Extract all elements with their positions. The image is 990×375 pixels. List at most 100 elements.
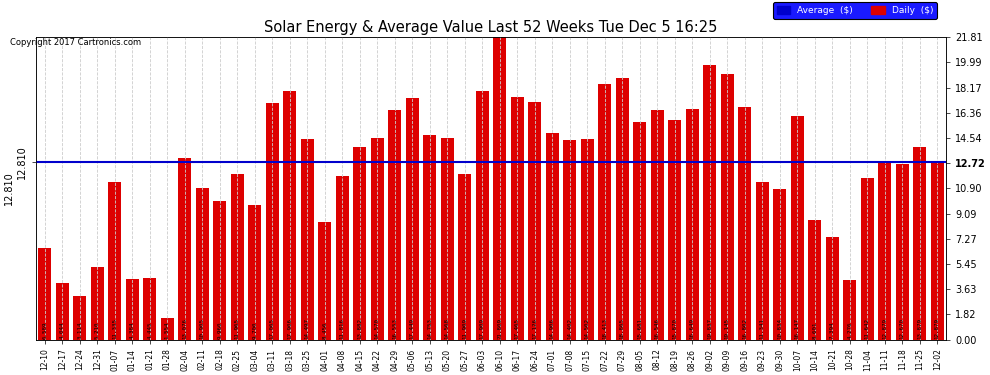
Bar [73,296,86,339]
Bar [931,161,943,339]
Text: 9.960: 9.960 [217,321,222,339]
Text: 10.834: 10.834 [777,318,782,339]
Bar [336,176,348,339]
Text: 8.601: 8.601 [812,321,818,339]
Text: 16.147: 16.147 [795,318,800,339]
Bar [598,84,612,339]
Text: 11.642: 11.642 [865,318,870,339]
Bar [808,220,822,339]
Bar [126,279,139,339]
Text: Copyright 2017 Cartronics.com: Copyright 2017 Cartronics.com [10,38,141,47]
Text: 15.870: 15.870 [672,318,677,339]
Bar [826,237,839,339]
Bar [423,135,437,339]
Text: 15.681: 15.681 [638,318,643,339]
Bar [301,139,314,339]
Bar [773,189,786,339]
Text: 12.879: 12.879 [882,318,887,339]
Bar [406,98,419,339]
Bar [563,140,576,339]
Text: 18.865: 18.865 [620,318,625,339]
Text: 10.905: 10.905 [200,318,205,339]
Bar [370,138,384,339]
Bar [755,182,769,339]
Bar [39,249,51,339]
Bar [634,122,646,339]
Bar [739,106,751,339]
Legend: Average  ($), Daily  ($): Average ($), Daily ($) [773,2,937,19]
Text: 17.126: 17.126 [533,318,538,339]
Bar [581,138,594,339]
Bar [160,318,174,339]
Bar [213,201,227,339]
Bar [458,174,471,339]
Text: 16.553: 16.553 [392,318,397,339]
Bar [318,222,332,339]
Bar [265,103,279,339]
Bar [91,267,104,339]
Text: 14.753: 14.753 [428,318,433,339]
Bar [248,205,261,339]
Bar [283,92,296,339]
Bar [231,174,244,339]
Bar [791,116,804,339]
Text: 1.554: 1.554 [164,321,169,339]
Text: 7.394: 7.394 [830,321,835,339]
Bar [686,109,699,339]
Bar [353,147,366,339]
Text: 4.384: 4.384 [130,321,135,339]
Text: 11.909: 11.909 [462,318,467,339]
Bar [108,182,122,339]
Bar [860,178,874,339]
Text: 14.402: 14.402 [567,318,572,339]
Bar [721,74,734,339]
Bar [913,147,927,339]
Text: 8.456: 8.456 [323,321,328,339]
Text: 11.965: 11.965 [235,318,240,339]
Bar [178,158,191,339]
Bar [650,110,664,339]
Bar [388,110,401,339]
Text: 16.802: 16.802 [742,318,747,339]
Text: 5.210: 5.210 [95,321,100,339]
Bar [441,138,453,339]
Text: 17.065: 17.065 [269,318,275,339]
Text: 14.502: 14.502 [585,318,590,339]
Text: 12.879: 12.879 [935,318,940,339]
Text: 9.700: 9.700 [252,321,257,339]
Text: 14.906: 14.906 [549,318,554,339]
Bar [545,133,558,339]
Bar [616,78,629,339]
Title: Solar Energy & Average Value Last 52 Weeks Tue Dec 5 16:25: Solar Energy & Average Value Last 52 Wee… [264,20,718,34]
Bar [511,98,524,339]
Text: 13.879: 13.879 [918,318,923,339]
Text: 21.809: 21.809 [497,318,502,339]
Text: 17.906: 17.906 [287,318,292,339]
Text: 11.335: 11.335 [112,318,117,339]
Bar [493,37,506,339]
Text: 14.497: 14.497 [305,318,310,339]
Text: 19.837: 19.837 [707,318,712,339]
Text: 4.276: 4.276 [847,321,852,339]
Text: 11.816: 11.816 [340,318,345,339]
Bar [529,102,542,339]
Text: 6.589: 6.589 [43,321,48,339]
Text: 18.413: 18.413 [602,318,607,339]
Text: 4.445: 4.445 [148,321,152,339]
Bar [196,188,209,339]
Y-axis label: 12.810: 12.810 [4,171,14,205]
Bar [878,161,891,339]
Text: 11.341: 11.341 [759,318,765,339]
Text: 14.570: 14.570 [375,318,380,339]
Text: 16.546: 16.546 [654,318,659,339]
Text: 14.568: 14.568 [445,318,449,339]
Text: 19.145: 19.145 [725,318,730,339]
Text: 16.649: 16.649 [690,318,695,339]
Bar [668,120,681,339]
Bar [703,64,717,339]
Text: 13.076: 13.076 [182,318,187,339]
Text: 13.882: 13.882 [357,318,362,339]
Bar [896,164,909,339]
Bar [476,91,489,339]
Text: 4.044: 4.044 [59,321,64,339]
